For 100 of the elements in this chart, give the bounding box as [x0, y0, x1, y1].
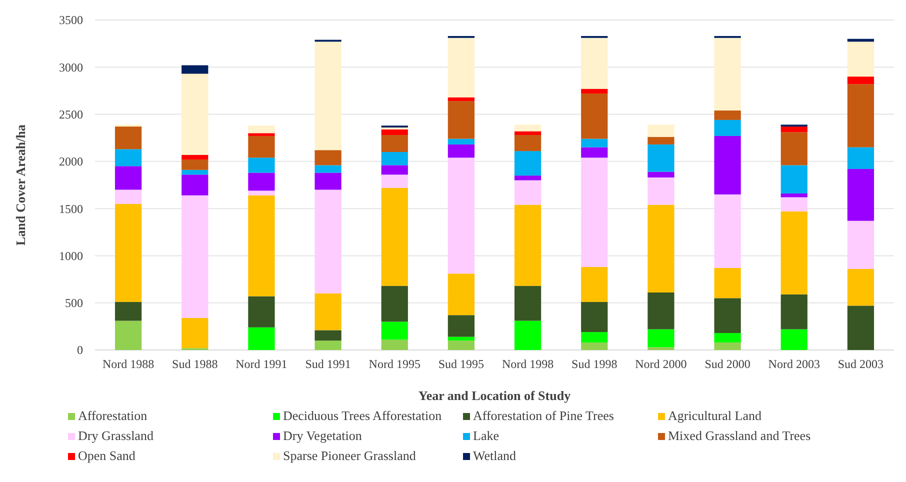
bar: [114, 166, 142, 190]
bar: [514, 286, 542, 321]
bar: [514, 204, 542, 286]
bar: [714, 194, 741, 268]
bar: [182, 174, 208, 196]
bar: [581, 302, 608, 332]
bar: [381, 340, 408, 350]
legend-label: Sparse Pioneer Grassland: [283, 448, 416, 463]
bar: [514, 124, 542, 132]
legend-label: Lake: [473, 428, 500, 443]
x-tick-label: Sud 2003: [838, 357, 884, 371]
y-tick-label: 2000: [59, 154, 83, 169]
bar: [581, 342, 608, 350]
bar: [182, 154, 208, 160]
legend-label: Dry Grassland: [78, 428, 154, 443]
legend-label: Afforestation: [78, 408, 148, 423]
bar: [714, 342, 741, 350]
bar: [780, 211, 808, 294]
bar: [514, 180, 542, 205]
bar: [714, 298, 741, 334]
bar: [381, 286, 408, 322]
bar: [514, 131, 542, 136]
x-tick-label: Nord 1995: [368, 357, 420, 371]
bar: [581, 88, 608, 94]
y-tick-label: 2500: [59, 107, 83, 122]
bar: [847, 306, 874, 350]
bar: [648, 124, 674, 137]
bar: [381, 135, 408, 152]
bar: [780, 193, 808, 198]
bar: [381, 129, 408, 136]
legend-label: Wetland: [473, 448, 516, 463]
y-tick-label: 3000: [59, 60, 83, 74]
x-tick-label: Sud 2000: [704, 357, 750, 371]
bar: [714, 136, 741, 194]
bar: [581, 147, 608, 158]
bar: [780, 132, 808, 166]
bar: [780, 126, 808, 132]
x-tick-label: Sud 1991: [305, 357, 351, 371]
y-tick-label: 3500: [59, 13, 83, 28]
bar: [381, 165, 408, 175]
bar: [448, 38, 475, 98]
legend-label: Dry Vegetation: [283, 428, 362, 443]
bar: [448, 101, 475, 139]
bar: [314, 330, 342, 341]
x-tick-label: Nord 1988: [102, 357, 154, 371]
bar: [780, 165, 808, 194]
x-tick-label: Sud 1998: [572, 357, 618, 371]
bar: [648, 177, 674, 205]
y-tick-label: 500: [65, 296, 83, 310]
bar: [648, 204, 674, 292]
bar: [581, 158, 608, 268]
bar: [314, 190, 342, 294]
bar: [114, 320, 142, 350]
bar: [381, 188, 408, 286]
bar: [648, 136, 674, 144]
bar: [248, 296, 275, 328]
bar: [248, 133, 275, 136]
bar: [581, 267, 608, 302]
bar: [847, 147, 874, 169]
x-tick-label: Nord 1991: [236, 357, 288, 371]
bar: [114, 302, 142, 321]
bar: [248, 327, 275, 350]
bar: [514, 151, 542, 176]
bar: [314, 340, 342, 350]
bar: [448, 274, 475, 316]
bar: [448, 97, 475, 102]
bar: [714, 268, 741, 298]
bar: [514, 320, 542, 350]
bar: [248, 195, 275, 296]
bar: [248, 190, 275, 196]
bar: [314, 172, 342, 190]
legend-label: Afforestation of Pine Trees: [473, 408, 614, 423]
bar: [182, 170, 208, 175]
bar: [448, 158, 475, 274]
bar: [114, 149, 142, 166]
bar: [847, 268, 874, 306]
bar: [714, 120, 741, 136]
bar: [648, 329, 674, 348]
bar: [114, 126, 142, 150]
bar: [714, 110, 741, 120]
y-axis-title: Land Cover Areah/ha: [13, 124, 28, 246]
bar: [182, 65, 208, 74]
bar: [714, 38, 741, 111]
y-tick-label: 1500: [59, 202, 83, 216]
bar: [847, 76, 874, 84]
bar: [581, 332, 608, 342]
bar: [581, 38, 608, 89]
bar: [847, 220, 874, 269]
bar: [314, 150, 342, 166]
bar: [648, 144, 674, 172]
bar: [314, 42, 342, 150]
bar: [714, 333, 741, 342]
x-tick-label: Nord 2000: [635, 357, 687, 371]
bar: [581, 138, 608, 148]
legend-label: Open Sand: [78, 448, 136, 463]
bar: [314, 165, 342, 173]
bar: [648, 347, 674, 350]
bar: [248, 126, 275, 134]
bar: [448, 144, 475, 158]
x-tick-label: Sud 1995: [438, 357, 484, 371]
